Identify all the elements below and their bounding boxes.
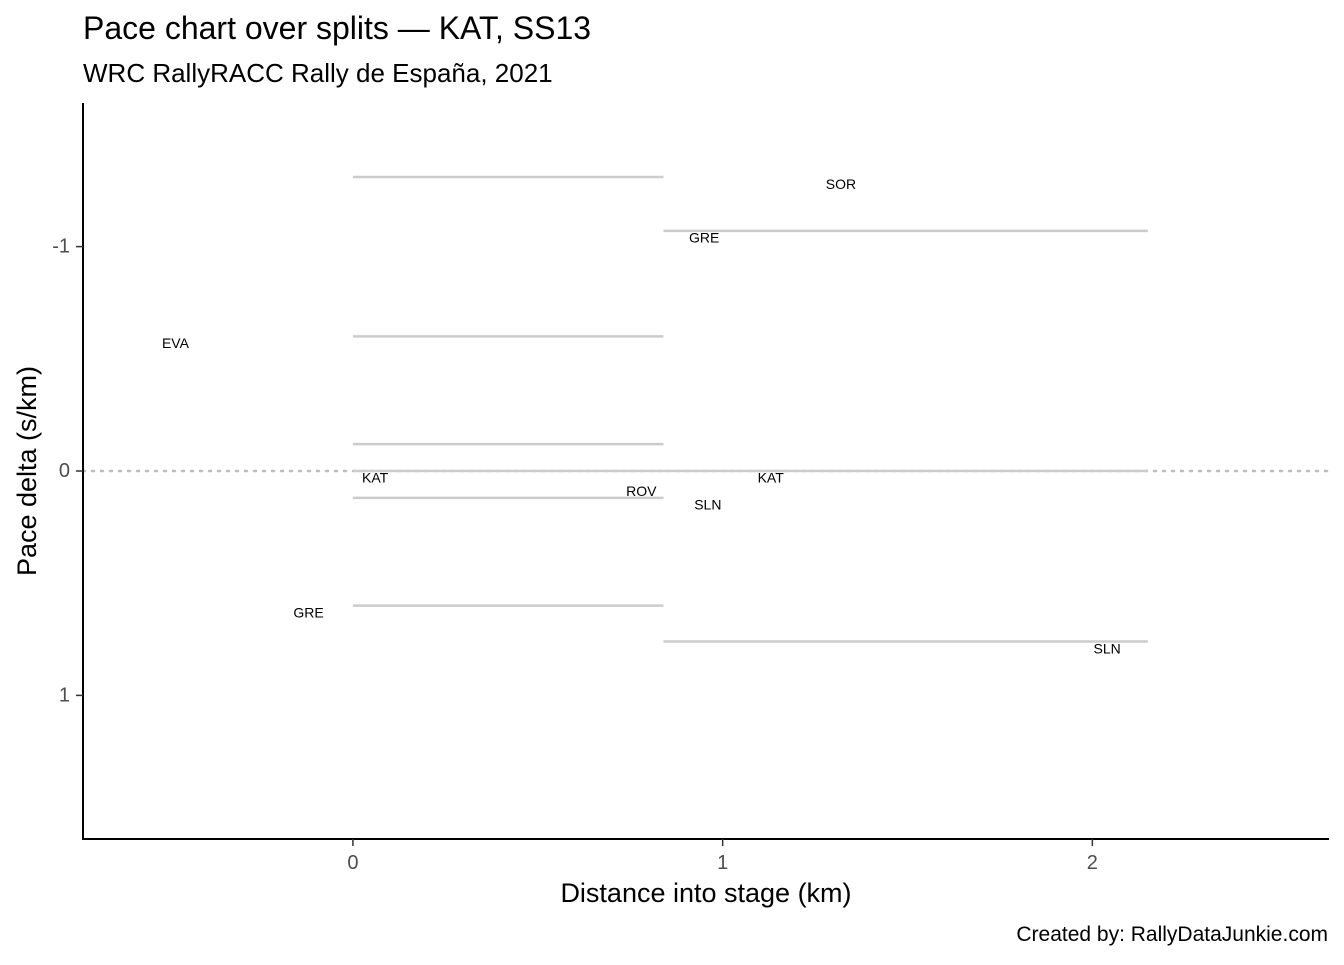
- driver-label-0: SOR: [826, 176, 856, 192]
- driver-label-3: ROV: [626, 483, 657, 499]
- driver-label-4: KAT: [362, 470, 389, 486]
- chart-subtitle: WRC RallyRACC Rally de España, 2021: [83, 58, 553, 88]
- plot-area: SOR GRE EVA ROV KAT KAT SLN GRE SLN: [81, 176, 1331, 656]
- driver-label-1: GRE: [689, 230, 719, 246]
- x-tick-label-1: 1: [717, 852, 728, 874]
- y-tick-label-0: -1: [52, 236, 70, 258]
- driver-label-7: GRE: [293, 604, 323, 620]
- driver-label-5: KAT: [758, 470, 785, 486]
- axis-ticks: 0 1 2 -1 0 1: [52, 236, 1098, 874]
- y-tick-label-1: 0: [59, 460, 70, 482]
- x-axis-title: Distance into stage (km): [560, 878, 851, 908]
- driver-label-2: EVA: [162, 335, 190, 351]
- x-tick-label-2: 2: [1087, 852, 1098, 874]
- chart-title: Pace chart over splits — KAT, SS13: [83, 10, 591, 46]
- chart-caption: Created by: RallyDataJunkie.com: [1016, 923, 1328, 946]
- driver-label-6: SLN: [694, 497, 721, 513]
- y-tick-label-2: 1: [59, 684, 70, 706]
- driver-label-8: SLN: [1094, 640, 1121, 656]
- y-axis-title: Pace delta (s/km): [12, 366, 42, 576]
- x-tick-label-0: 0: [347, 852, 358, 874]
